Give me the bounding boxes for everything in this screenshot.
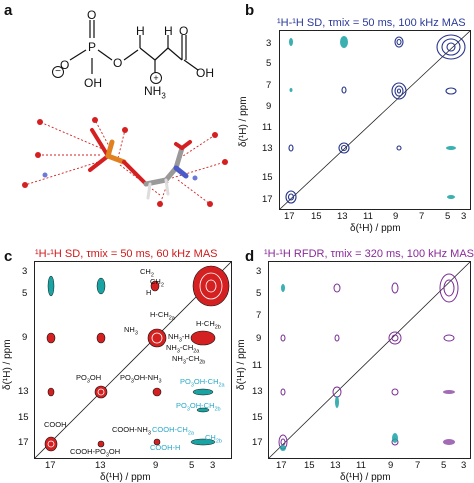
panel-d-ytick-9: 9 (256, 333, 262, 344)
panel-c-xtick-13: 13 (95, 460, 106, 471)
panel-d-xtick-9: 9 (388, 460, 394, 471)
ann-h: H (146, 288, 152, 297)
panel-d-xtick-3: 3 (461, 460, 467, 471)
ann-nh3-ch2b: NH3-CH2b (172, 354, 206, 366)
panel-b-ylabel: δ(¹H) / ppm (238, 96, 249, 147)
minus-charge: − (52, 66, 64, 78)
atom-p: P (88, 40, 97, 54)
crystal-structure-3d (22, 117, 228, 207)
panel-c-ytick-15: 15 (18, 412, 29, 423)
ann-nh3-h: NH3-H (168, 332, 190, 344)
panel-d-xtick-5: 5 (441, 460, 447, 471)
panel-c-ytick-13: 13 (18, 386, 29, 397)
panel-d-ytick-7: 7 (256, 310, 262, 321)
panel-b-ytick-15: 15 (262, 172, 273, 183)
ann-cooh-po3oh: COOH-PO3OH (70, 447, 121, 459)
panel-c-title: ¹H-¹H SD, τmix = 50 ms, 60 kHz MAS (35, 248, 218, 260)
panel-d-xtick-15: 15 (304, 460, 315, 471)
panel-d-xtick-7: 7 (415, 460, 421, 471)
panel-b-xtick-7: 7 (419, 211, 425, 222)
ann-cooh-ch2a: COOH-CH2a (152, 425, 194, 437)
atom-o-carbonyl: O (179, 24, 189, 38)
atom-h2: H (164, 24, 173, 38)
panel-d-label: d (245, 248, 255, 265)
panel-c-xtick-3: 3 (210, 460, 216, 471)
ann-h-ch2a: H-CH2a (150, 310, 175, 322)
panel-b-xtick-13: 13 (337, 211, 348, 222)
atom-o-left: O (60, 58, 70, 72)
panel-c-spectrum (35, 262, 231, 458)
chemical-structure (69, 20, 199, 74)
atom-h1: H (136, 24, 145, 38)
panel-b-xtick-3: 3 (461, 211, 467, 222)
panel-d-ytick-5: 5 (256, 288, 262, 299)
panel-d-xtick-11: 11 (356, 460, 366, 471)
atom-o-top: O (87, 8, 97, 22)
panel-a-label: a (4, 2, 13, 19)
panel-c-xlabel: δ(¹H) / ppm (100, 472, 151, 483)
panel-b-xtick-15: 15 (311, 211, 322, 222)
panel-c-plot (34, 261, 232, 459)
panel-b-ytick-13: 13 (262, 143, 273, 154)
panel-c-ytick-8: 9 (22, 332, 28, 343)
ann-po3oh-ch2b: PO3OH-CH2b (176, 401, 221, 413)
panel-d-plot (268, 261, 471, 459)
panel-c-label: c (4, 248, 13, 265)
panel-b-label: b (245, 2, 255, 19)
panel-d-ytick-11: 11 (252, 360, 262, 371)
ann-nh3-ch2a: NH3-CH2a (166, 343, 200, 355)
atom-o-bridge: O (113, 56, 123, 70)
ann-po3oh: PO3OH (76, 373, 102, 385)
panel-c-xtick-8: 9 (153, 460, 159, 471)
panel-b-spectrum (280, 31, 470, 209)
ann-po3oh-nh3: PO3OH-NH3 (120, 373, 162, 385)
panel-c-ylabel: δ(¹H) / ppm (2, 339, 13, 390)
panel-b-ytick-11: 11 (262, 122, 272, 133)
panel-b-xtick-11: 11 (363, 211, 373, 222)
panel-b-plot (279, 30, 471, 210)
ann-po3oh-ch2a: PO3OH-CH2a (180, 377, 225, 389)
panel-d-ylabel: δ(¹H) / ppm (236, 339, 247, 390)
panel-b-xlabel: δ(¹H) / ppm (350, 223, 401, 234)
panel-b-xtick-17: 17 (284, 211, 295, 222)
panel-b-ytick-17: 17 (262, 194, 273, 205)
ann-cooh: COOH (44, 420, 67, 429)
ann-ch2: CH2 (140, 267, 154, 279)
panel-d-xtick-17: 17 (276, 460, 287, 471)
panel-b-xtick-5: 5 (445, 211, 451, 222)
ann-cooh-nh3: COOH-NH3 (112, 425, 151, 437)
atom-oh-bottom: OH (84, 76, 102, 90)
ann-ch2b: CH2 (150, 277, 164, 289)
panel-c-ytick-17: 17 (18, 437, 29, 448)
panel-d-title: ¹H-¹H RFDR, τmix = 320 ms, 100 kHz MAS (264, 248, 474, 260)
panel-c-ytick-3: 3 (22, 266, 28, 277)
ann-nh3: NH3 (124, 325, 138, 337)
panel-b-xtick-9: 9 (393, 211, 399, 222)
panel-d-ytick-3: 3 (256, 266, 262, 277)
panel-d-xlabel: δ(¹H) / ppm (340, 472, 391, 483)
panel-b-ytick-3: 3 (266, 38, 272, 49)
panel-d-ytick-13: 13 (252, 386, 263, 397)
panel-b-ytick-9: 9 (266, 101, 272, 112)
panel-d-xtick-13: 13 (330, 460, 341, 471)
panel-b-ytick-7: 7 (266, 80, 272, 91)
ann-cooh-ch2b: CH2b (205, 433, 222, 445)
panel-c-xtick-5: 5 (189, 460, 195, 471)
panel-c-xtick-17: 17 (45, 460, 56, 471)
ann-h-ch2b: H-CH2b (196, 319, 221, 331)
plus-charge: + (150, 72, 162, 84)
panel-d-ytick-17: 17 (252, 437, 263, 448)
ann-cooh-h: COOH-H (150, 443, 181, 452)
panel-d-ytick-15: 15 (252, 412, 263, 423)
atom-oh-acid: OH (196, 66, 214, 80)
panel-d-spectrum (269, 262, 470, 458)
atom-nh3: NH3 (144, 84, 166, 101)
panel-b-title: ¹H-¹H SD, τmix = 50 ms, 100 kHz MAS (277, 17, 466, 29)
panel-c-ytick-5: 5 (22, 288, 28, 299)
panel-b-ytick-5: 5 (266, 58, 272, 69)
